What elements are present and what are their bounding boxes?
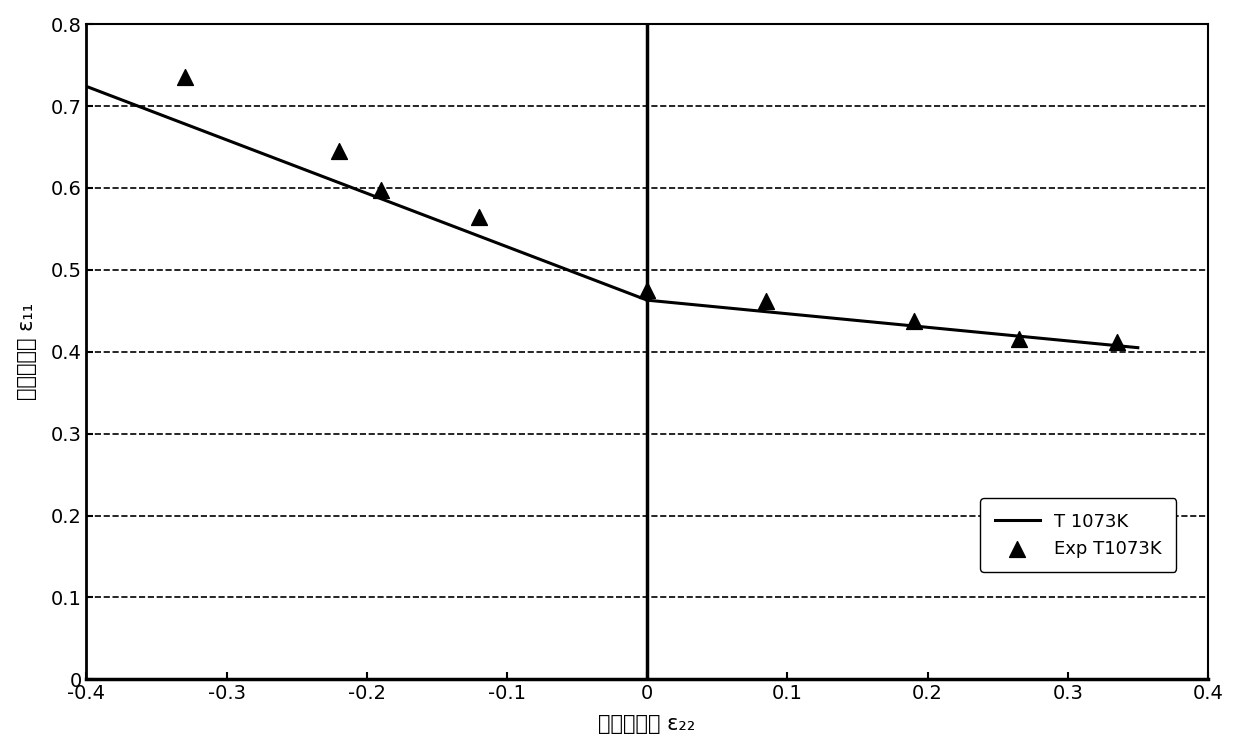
Line: T 1073K: T 1073K (87, 86, 647, 300)
Exp T1073K (756, 295, 776, 307)
Exp T1073K (1008, 333, 1028, 345)
T 1073K (640, 296, 655, 305)
Exp T1073K (469, 210, 489, 222)
Exp T1073K (904, 315, 924, 327)
Exp T1073K (175, 71, 195, 83)
Exp T1073K (637, 285, 657, 297)
T 1073K (79, 82, 94, 91)
Legend: T 1073K, Exp T1073K: T 1073K, Exp T1073K (981, 498, 1177, 572)
Exp T1073K (1107, 336, 1127, 348)
X-axis label: 最小主应变 ε₂₂: 最小主应变 ε₂₂ (599, 714, 696, 734)
Exp T1073K (371, 185, 391, 197)
Y-axis label: 最大主应变 ε₁₁: 最大主应变 ε₁₁ (16, 303, 37, 400)
Exp T1073K (329, 145, 348, 157)
